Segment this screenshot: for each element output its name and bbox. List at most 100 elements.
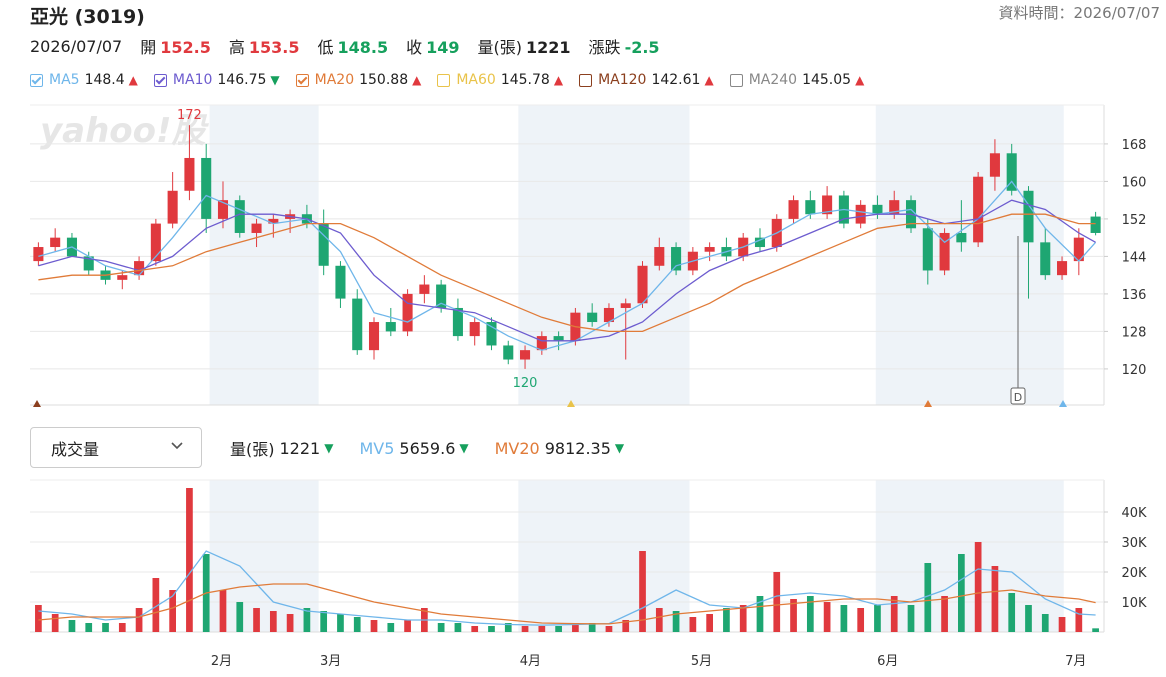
volume-bar xyxy=(135,608,143,632)
volume-bar xyxy=(974,542,982,632)
volume-legend: 量(張) 1221 ▼ MV5 5659.6 ▼ MV20 9812.35 ▼ xyxy=(230,436,650,460)
candle-body xyxy=(822,195,833,215)
volume-bar xyxy=(118,623,126,632)
volume-bar xyxy=(723,608,730,632)
quote-value: 148.5 xyxy=(337,38,389,57)
candle-body xyxy=(654,247,665,266)
candle-body xyxy=(503,345,514,360)
legend-item[interactable]: MA10 146.75 ▼ xyxy=(153,72,280,88)
legend-item[interactable]: MA5 148.4 ▲ xyxy=(30,72,138,88)
legend-name: MA60 xyxy=(456,72,496,88)
volume-bar xyxy=(588,623,596,632)
candle-body xyxy=(1023,190,1034,243)
ma-line xyxy=(38,583,1096,625)
volume-bar xyxy=(572,623,579,632)
candle-body xyxy=(989,153,1000,177)
candle-body xyxy=(922,228,933,271)
legend-item: MV20 9812.35 ▼ xyxy=(495,439,625,458)
event-marker xyxy=(33,400,41,407)
x-tick-label: 6月 xyxy=(877,654,898,669)
candle-body xyxy=(452,307,463,337)
volume-bar xyxy=(1008,593,1016,632)
quote-item: 開 152.5 xyxy=(140,34,211,58)
min-label: 120 xyxy=(513,376,538,391)
volume-bar xyxy=(353,617,361,632)
x-tick-label: 4月 xyxy=(520,654,541,669)
y-tick-label: 10K xyxy=(1121,596,1147,611)
candle-body xyxy=(419,284,430,294)
quote-item: 收 149 xyxy=(406,34,459,58)
volume-bar xyxy=(790,599,797,632)
volume-bar xyxy=(941,596,948,632)
candle-body xyxy=(352,298,363,351)
legend-value: 9812.35 xyxy=(544,438,611,458)
quote-row: 2026/07/07 開 152.5 高 153.5 低 148.5 收 149 量(張) 1221… xyxy=(30,34,678,58)
volume-bar xyxy=(35,605,42,632)
month-shade xyxy=(875,480,1064,632)
volume-bar xyxy=(689,617,697,632)
volume-bar xyxy=(253,608,260,632)
candle-body xyxy=(184,157,195,191)
candle-body xyxy=(704,247,715,252)
quote-label: 低 xyxy=(317,38,334,57)
legend-trend: ▲ xyxy=(128,73,138,87)
volume-bar xyxy=(303,608,311,632)
candle-body xyxy=(788,200,799,219)
x-tick-label: 3月 xyxy=(320,654,341,669)
legend-name: MV5 xyxy=(359,438,395,458)
volume-bar xyxy=(706,614,713,632)
volume-bar xyxy=(186,488,193,632)
legend-item[interactable]: MA20 150.88 ▲ xyxy=(295,72,421,88)
dropdown-label: 成交量 xyxy=(51,439,100,459)
candle-body xyxy=(805,200,816,215)
y-tick-label: 40K xyxy=(1121,506,1147,521)
y-tick-label: 144 xyxy=(1122,250,1147,265)
candle-body xyxy=(939,232,950,271)
volume-bar xyxy=(471,626,479,632)
legend-item[interactable]: MA240 145.05 ▲ xyxy=(729,72,865,88)
legend-value: 148.4 xyxy=(84,72,125,88)
y-tick-label: 120 xyxy=(1122,363,1147,378)
y-tick-label: 136 xyxy=(1122,288,1147,303)
y-tick-label: 30K xyxy=(1121,536,1147,551)
legend-trend: ▼ xyxy=(324,441,334,455)
ma-legend: MA5 148.4 ▲ MA10 146.75 ▼ MA20 150.88 ▲ MA60 145.7… xyxy=(30,72,880,88)
candle-body xyxy=(587,312,598,323)
legend-trend: ▲ xyxy=(855,73,865,87)
volume-bar xyxy=(1092,628,1099,632)
legend-trend: ▼ xyxy=(459,441,469,455)
candle-body xyxy=(553,336,564,341)
backgrounds xyxy=(209,105,1064,632)
volume-bar xyxy=(404,620,411,632)
ma-line xyxy=(38,550,1096,626)
volume-bar xyxy=(605,626,613,632)
y-tick-label: 128 xyxy=(1122,325,1147,340)
volume-bar xyxy=(639,551,646,632)
legend-value: 142.61 xyxy=(651,72,701,88)
candle-body xyxy=(469,322,480,337)
legend-name: 量(張) xyxy=(230,440,275,459)
event-marker xyxy=(567,400,575,407)
candle-body xyxy=(889,200,900,215)
volume-bar xyxy=(806,596,814,632)
stock-title: 亞光 (3019) xyxy=(30,6,145,28)
candle-body xyxy=(117,275,128,280)
quote-value: 1221 xyxy=(526,38,571,57)
quote-item: 量(張) 1221 xyxy=(478,34,571,58)
legend-item[interactable]: MA60 145.78 ▲ xyxy=(437,72,563,88)
candle-body xyxy=(318,223,329,266)
legend-value: 1221 xyxy=(279,438,321,458)
candle-body xyxy=(620,303,631,308)
volume-bar xyxy=(269,611,277,632)
volume-bar xyxy=(169,590,176,632)
indicator-dropdown[interactable]: 成交量 xyxy=(30,427,202,468)
quote-label: 高 xyxy=(228,38,245,57)
volume-bar xyxy=(286,614,294,632)
candle-body xyxy=(671,247,682,271)
legend-item[interactable]: MA120 142.61 ▲ xyxy=(579,72,714,88)
quote-label: 開 xyxy=(140,38,157,57)
candle-body xyxy=(50,237,61,248)
legend-value: 5659.6 xyxy=(399,438,456,458)
volume-bar xyxy=(924,563,932,632)
